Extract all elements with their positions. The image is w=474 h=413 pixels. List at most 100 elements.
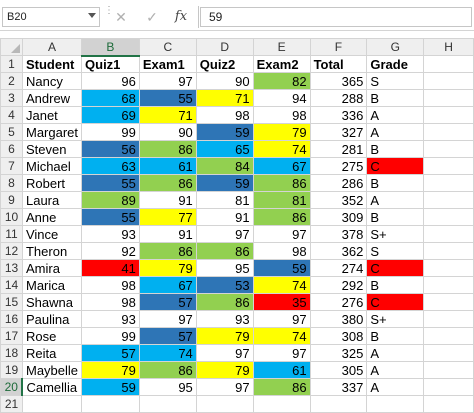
cell[interactable]: 97 [195, 378, 254, 396]
cell[interactable]: 53 [195, 276, 254, 294]
row-header[interactable]: 12 [0, 242, 23, 260]
cell[interactable]: 79 [81, 361, 140, 379]
cell[interactable]: 352 [309, 191, 368, 209]
header-cell[interactable]: Total [309, 55, 368, 73]
row-header[interactable]: 11 [0, 225, 23, 243]
cell[interactable]: Amira [21, 259, 83, 277]
header-cell[interactable]: Grade [366, 55, 425, 73]
cell[interactable]: 91 [195, 208, 254, 226]
cell[interactable]: 97 [252, 344, 311, 362]
cell[interactable] [423, 225, 474, 243]
cell[interactable]: 380 [309, 310, 368, 328]
cell[interactable]: 86 [252, 208, 311, 226]
cell[interactable]: 281 [309, 140, 368, 158]
formula-input[interactable]: 59 [200, 7, 472, 27]
cell[interactable]: 59 [81, 378, 140, 396]
cell[interactable]: 97 [195, 344, 254, 362]
cancel-icon[interactable]: ✕ [115, 9, 127, 25]
cell[interactable]: 86 [138, 242, 197, 260]
cell[interactable]: A [366, 123, 425, 141]
cell[interactable]: 61 [252, 361, 311, 379]
cell[interactable]: 99 [81, 123, 140, 141]
cell[interactable]: 95 [195, 259, 254, 277]
cell[interactable]: 96 [81, 72, 140, 90]
cell[interactable]: 365 [309, 72, 368, 90]
column-header-c[interactable]: C [138, 38, 197, 56]
cell[interactable]: 57 [138, 327, 197, 345]
cell[interactable]: 86 [252, 174, 311, 192]
row-header[interactable]: 19 [0, 361, 23, 379]
cell[interactable] [423, 259, 474, 277]
cell[interactable]: 55 [81, 208, 140, 226]
cell[interactable]: 93 [81, 225, 140, 243]
row-header[interactable]: 3 [0, 89, 23, 107]
cell[interactable]: 92 [81, 242, 140, 260]
cell[interactable]: 74 [252, 276, 311, 294]
cell[interactable]: 84 [195, 157, 254, 175]
cell[interactable]: 82 [252, 72, 311, 90]
row-header[interactable]: 17 [0, 327, 23, 345]
cell[interactable]: Maybelle [21, 361, 83, 379]
cell[interactable]: Rose [21, 327, 83, 345]
cell[interactable]: Nancy [21, 72, 83, 90]
row-header[interactable]: 1 [0, 55, 23, 73]
cell[interactable] [423, 242, 474, 260]
cell[interactable]: Marica [21, 276, 83, 294]
header-cell[interactable]: Student [21, 55, 83, 73]
cell[interactable]: 89 [81, 191, 140, 209]
cell[interactable]: 97 [138, 310, 197, 328]
header-cell[interactable] [423, 55, 474, 73]
cell[interactable]: 325 [309, 344, 368, 362]
cell[interactable] [423, 140, 474, 158]
column-header-d[interactable]: D [195, 38, 254, 56]
cell[interactable]: A [366, 344, 425, 362]
cell[interactable]: 91 [138, 191, 197, 209]
cell[interactable]: B [366, 89, 425, 107]
enter-icon[interactable]: ✓ [146, 9, 158, 25]
cell[interactable] [309, 395, 368, 413]
cell[interactable] [423, 89, 474, 107]
cell[interactable]: 308 [309, 327, 368, 345]
cell[interactable]: 86 [252, 378, 311, 396]
header-cell[interactable]: Quiz2 [195, 55, 254, 73]
column-header-g[interactable]: G [366, 38, 425, 56]
cell[interactable] [423, 327, 474, 345]
cell[interactable]: A [366, 191, 425, 209]
cell[interactable] [252, 395, 311, 413]
cell[interactable]: 79 [195, 327, 254, 345]
cell[interactable]: 93 [81, 310, 140, 328]
cell[interactable]: 74 [252, 140, 311, 158]
cell[interactable]: S [366, 242, 425, 260]
cell[interactable]: 292 [309, 276, 368, 294]
cell[interactable] [423, 395, 474, 413]
cell[interactable]: 67 [252, 157, 311, 175]
cell[interactable] [423, 310, 474, 328]
cell[interactable]: 276 [309, 293, 368, 311]
cell[interactable]: 98 [195, 106, 254, 124]
cell[interactable]: 97 [138, 72, 197, 90]
cell[interactable]: 61 [138, 157, 197, 175]
row-header[interactable]: 2 [0, 72, 23, 90]
cell[interactable]: 79 [252, 123, 311, 141]
cell[interactable]: 275 [309, 157, 368, 175]
cell[interactable]: 98 [252, 242, 311, 260]
cell[interactable]: 305 [309, 361, 368, 379]
cell[interactable]: 91 [138, 225, 197, 243]
cell[interactable]: B [366, 174, 425, 192]
row-header[interactable]: 15 [0, 293, 23, 311]
column-header-a[interactable]: A [21, 38, 83, 56]
column-header-e[interactable]: E [252, 38, 311, 56]
cell[interactable]: 378 [309, 225, 368, 243]
cell[interactable]: 97 [252, 225, 311, 243]
cell[interactable]: 56 [81, 140, 140, 158]
cell[interactable]: 81 [195, 191, 254, 209]
cell[interactable]: 286 [309, 174, 368, 192]
cell[interactable]: 98 [81, 276, 140, 294]
cell[interactable] [81, 395, 140, 413]
cell[interactable]: 97 [195, 225, 254, 243]
cell[interactable]: 65 [195, 140, 254, 158]
cell[interactable]: 86 [195, 293, 254, 311]
cell[interactable] [423, 293, 474, 311]
row-header[interactable]: 20 [0, 378, 24, 396]
header-cell[interactable]: Quiz1 [81, 55, 140, 73]
